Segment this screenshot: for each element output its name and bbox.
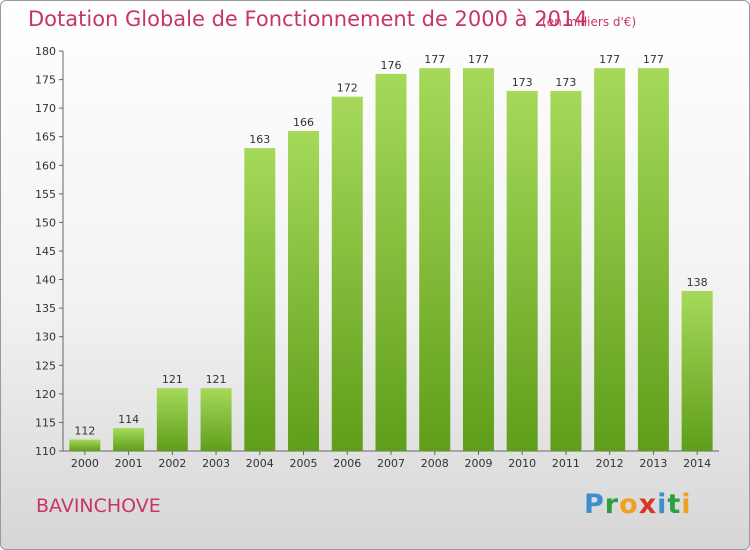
chart-title: Dotation Globale de Fonctionnement de 20… bbox=[28, 7, 588, 31]
data-label-2009: 177 bbox=[468, 53, 489, 66]
bar-2014 bbox=[681, 291, 713, 451]
logo-letter: o bbox=[619, 489, 639, 520]
data-label-2010: 173 bbox=[512, 76, 533, 89]
y-tick-label: 125 bbox=[35, 359, 56, 372]
bar-2010 bbox=[506, 91, 538, 451]
bar-2005 bbox=[288, 131, 320, 451]
proxiti-logo: Proxiti bbox=[584, 489, 692, 520]
logo-letter: P bbox=[584, 489, 605, 520]
y-tick-label: 135 bbox=[35, 302, 56, 315]
data-label-2007: 176 bbox=[381, 59, 402, 72]
x-tick-label-2014: 2014 bbox=[683, 457, 711, 470]
x-tick-label-2012: 2012 bbox=[596, 457, 624, 470]
logo-letter: t bbox=[667, 489, 682, 520]
x-tick-label-2007: 2007 bbox=[377, 457, 405, 470]
bar-2006 bbox=[331, 96, 363, 451]
y-tick-label: 120 bbox=[35, 388, 56, 401]
data-label-2011: 173 bbox=[555, 76, 576, 89]
logo-letter: i bbox=[681, 489, 692, 520]
logo-letter: x bbox=[638, 489, 658, 520]
y-tick-label: 145 bbox=[35, 245, 56, 258]
y-tick-label: 115 bbox=[35, 416, 56, 429]
x-tick-label-2008: 2008 bbox=[421, 457, 449, 470]
y-tick-label: 150 bbox=[35, 216, 56, 229]
logo-letter: i bbox=[657, 489, 668, 520]
data-label-2006: 172 bbox=[337, 82, 358, 95]
bar-2008 bbox=[419, 68, 451, 452]
y-tick-label: 110 bbox=[35, 445, 56, 458]
bar-2009 bbox=[462, 68, 494, 452]
x-tick-label-2003: 2003 bbox=[202, 457, 230, 470]
bar-2003 bbox=[200, 388, 232, 451]
bar-2012 bbox=[594, 68, 626, 452]
y-tick-label: 170 bbox=[35, 102, 56, 115]
data-label-2000: 112 bbox=[74, 425, 95, 438]
x-tick-label-2005: 2005 bbox=[290, 457, 318, 470]
data-label-2014: 138 bbox=[687, 276, 708, 289]
y-tick-label: 180 bbox=[35, 45, 56, 58]
bar-2013 bbox=[637, 68, 669, 452]
y-tick-label: 165 bbox=[35, 131, 56, 144]
x-tick-label-2000: 2000 bbox=[71, 457, 99, 470]
bar-2011 bbox=[550, 91, 582, 451]
bar-2007 bbox=[375, 73, 407, 451]
data-label-2001: 114 bbox=[118, 413, 139, 426]
y-tick-label: 130 bbox=[35, 331, 56, 344]
x-tick-label-2006: 2006 bbox=[333, 457, 361, 470]
x-tick-label-2011: 2011 bbox=[552, 457, 580, 470]
data-label-2003: 121 bbox=[206, 373, 227, 386]
x-tick-label-2004: 2004 bbox=[246, 457, 274, 470]
logo-letter: r bbox=[604, 489, 620, 520]
bar-2001 bbox=[113, 428, 145, 451]
bar-2004 bbox=[244, 148, 276, 451]
bar-2002 bbox=[156, 388, 188, 451]
data-label-2012: 177 bbox=[599, 53, 620, 66]
data-label-2013: 177 bbox=[643, 53, 664, 66]
chart-subtitle: (en milliers d'€) bbox=[542, 15, 637, 29]
y-tick-label: 140 bbox=[35, 274, 56, 287]
x-tick-label-2010: 2010 bbox=[508, 457, 536, 470]
y-tick-label: 155 bbox=[35, 188, 56, 201]
data-label-2002: 121 bbox=[162, 373, 183, 386]
bar-2000 bbox=[69, 439, 101, 451]
y-tick-label: 160 bbox=[35, 159, 56, 172]
x-tick-label-2001: 2001 bbox=[115, 457, 143, 470]
place-name: BAVINCHOVE bbox=[36, 495, 161, 517]
x-tick-label-2013: 2013 bbox=[639, 457, 667, 470]
x-tick-label-2002: 2002 bbox=[158, 457, 186, 470]
y-tick-label: 175 bbox=[35, 74, 56, 87]
data-label-2005: 166 bbox=[293, 116, 314, 129]
data-label-2008: 177 bbox=[424, 53, 445, 66]
x-tick-label-2009: 2009 bbox=[464, 457, 492, 470]
data-label-2004: 163 bbox=[249, 133, 270, 146]
